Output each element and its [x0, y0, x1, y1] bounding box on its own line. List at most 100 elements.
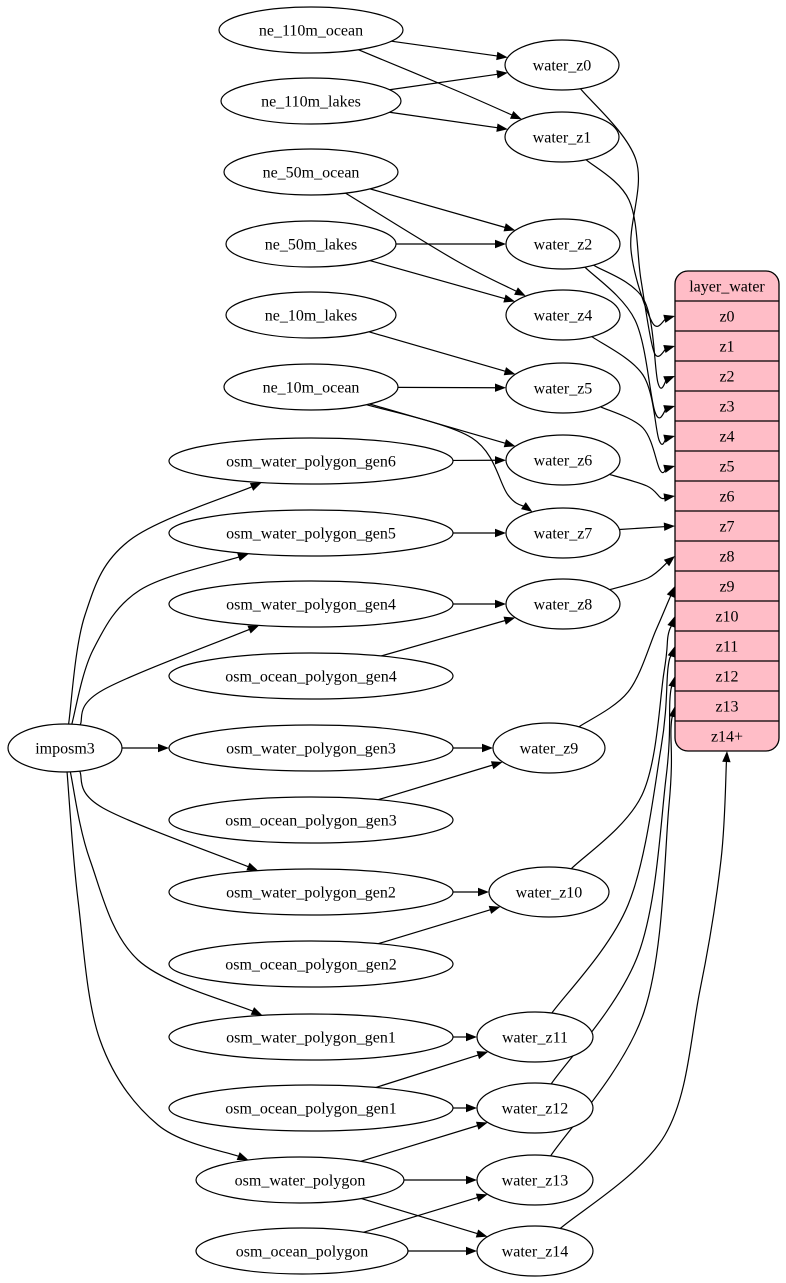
node-ellipse-water_z12 [476, 1082, 594, 1134]
node-water_z4: water_z4 [505, 289, 621, 341]
node-ellipse-ne_50m_ocean [223, 148, 399, 196]
arrowhead-icon [495, 599, 506, 609]
arrowhead-icon [503, 294, 516, 303]
arrowhead-icon [466, 1175, 477, 1185]
node-ne_50m_lakes: ne_50m_lakes [225, 220, 397, 268]
node-label-osm_ocean_polygon_gen3: osm_ocean_polygon_gen3 [225, 813, 397, 830]
node-osm_ocean_polygon_gen2: osm_ocean_polygon_gen2 [168, 940, 454, 988]
record-node-layer: layer_water z0 z1 z2 z3 z4 z5 z6 z7 z8 z9 z10 z11 z12… [674, 270, 780, 752]
node-label-water_z14: water_z14 [502, 1244, 569, 1261]
edge-osm_ocean_polygon_gen3--water_z9 [377, 761, 503, 801]
node-ne_110m_lakes: ne_110m_lakes [220, 77, 402, 125]
record-row-z2: z2 [719, 369, 734, 386]
arrowhead-icon [663, 434, 675, 443]
arrowhead-icon [666, 586, 675, 598]
edge-water_z6--row-z6 [609, 473, 675, 502]
node-label-water_z2: water_z2 [534, 237, 593, 254]
node-label-water_z5: water_z5 [534, 381, 593, 398]
node-label-water_z9: water_z9 [520, 741, 579, 758]
node-label-imposm3: imposm3 [35, 741, 95, 758]
edge-imposm3--osm_water_polygon_gen5 [71, 553, 249, 725]
node-water_z10: water_z10 [488, 866, 610, 918]
node-label-osm_water_polygon_gen5: osm_water_polygon_gen5 [226, 526, 396, 543]
arrowhead-icon [495, 528, 506, 538]
arrowhead-icon [249, 482, 262, 491]
arrowhead-icon [514, 287, 526, 297]
record-title: layer_water [689, 279, 765, 296]
edge-osm_water_polygon--water_z12 [360, 1121, 488, 1162]
node-label-ne_10m_lakes: ne_10m_lakes [265, 308, 357, 325]
node-label-osm_water_polygon: osm_water_polygon [235, 1173, 366, 1190]
node-water_z8: water_z8 [505, 578, 621, 630]
node-ellipse-osm_water_polygon_gen3 [168, 724, 454, 772]
nodes-layer: ne_110m_ocean ne_110m_lakes ne_50m_oceanne… [7, 6, 621, 1277]
edge-ne_50m_ocean--water_z4 [345, 192, 526, 297]
node-ellipse-ne_110m_ocean [218, 6, 404, 54]
record-row-z12: z12 [715, 669, 738, 686]
edge-osm_ocean_polygon_gen4--water_z8 [380, 616, 516, 657]
arrowhead-icon [509, 111, 522, 120]
edge-water_z10--row-z10 [570, 616, 676, 870]
node-ellipse-osm_water_polygon_gen5 [168, 509, 454, 557]
edge-osm_ocean_polygon_gen2--water_z10 [377, 905, 501, 945]
node-ellipse-water_z4 [505, 289, 621, 341]
arrowhead-icon [663, 493, 675, 502]
node-label-water_z13: water_z13 [502, 1173, 569, 1190]
node-label-osm_water_polygon_gen1: osm_water_polygon_gen1 [226, 1030, 396, 1047]
node-label-water_z0: water_z0 [533, 58, 592, 75]
record-row-z6: z6 [719, 489, 734, 506]
arrowhead-icon [503, 223, 516, 232]
node-label-ne_110m_ocean: ne_110m_ocean [259, 23, 363, 40]
record-row-z14+: z14+ [711, 729, 743, 746]
arrowhead-icon [490, 761, 503, 770]
edge-osm_ocean_polygon_gen1--water_z11 [375, 1051, 489, 1089]
node-osm_water_polygon: osm_water_polygon [195, 1156, 405, 1204]
record-row-z13: z13 [715, 699, 738, 716]
node-water_z7: water_z7 [505, 507, 621, 559]
node-ne_110m_ocean: ne_110m_ocean [218, 6, 404, 54]
edge-osm_water_polygon_gen3--water_z9 [453, 743, 493, 753]
node-label-osm_ocean_polygon_gen2: osm_ocean_polygon_gen2 [225, 957, 397, 974]
node-ellipse-osm_water_polygon_gen1 [168, 1013, 454, 1061]
record-row-z4: z4 [719, 429, 734, 446]
edge-osm_ocean_polygon--water_z13 [363, 1193, 488, 1233]
node-water_z14: water_z14 [476, 1225, 594, 1277]
arrowhead-icon [663, 344, 675, 354]
node-ellipse-water_z13 [476, 1154, 594, 1206]
node-osm_water_polygon_gen1: osm_water_polygon_gen1 [168, 1013, 454, 1061]
edge-osm_water_polygon_gen4--water_z8 [453, 599, 506, 609]
arrowhead-icon [521, 502, 533, 512]
node-label-ne_10m_ocean: ne_10m_ocean [263, 380, 360, 397]
node-ellipse-water_z7 [505, 507, 621, 559]
edge-imposm3--osm_water_polygon_gen2 [79, 770, 259, 871]
arrowhead-icon [476, 1051, 489, 1060]
node-label-water_z6: water_z6 [534, 453, 593, 470]
arrowhead-icon [663, 464, 675, 473]
node-ellipse-water_z11 [476, 1011, 594, 1063]
edge-water_z5--row-z5 [600, 406, 675, 474]
node-water_z6: water_z6 [505, 434, 621, 486]
node-ellipse-ne_10m_ocean [223, 363, 399, 411]
node-label-ne_50m_lakes: ne_50m_lakes [265, 237, 357, 254]
edge-osm_water_polygon_gen5--water_z7 [453, 528, 506, 538]
arrowhead-icon [482, 743, 493, 753]
edge-osm_ocean_polygon--water_z14 [408, 1246, 477, 1256]
node-osm_water_polygon_gen2: osm_water_polygon_gen2 [168, 868, 454, 916]
node-ellipse-osm_ocean_polygon_gen3 [168, 796, 454, 844]
node-water_z13: water_z13 [476, 1154, 594, 1206]
edge-water_z11--row-z11 [551, 646, 676, 1014]
arrowhead-icon [667, 646, 676, 658]
node-ellipse-water_z1 [504, 111, 620, 163]
node-ellipse-osm_water_polygon_gen4 [168, 580, 454, 628]
edge-water_z2--row-z2 [593, 264, 675, 389]
node-ne_10m_lakes: ne_10m_lakes [225, 291, 397, 339]
record-row-z3: z3 [719, 399, 734, 416]
arrowhead-icon [475, 1193, 488, 1202]
edge-imposm3--osm_water_polygon_gen6 [68, 482, 262, 725]
node-label-ne_110m_lakes: ne_110m_lakes [261, 94, 361, 111]
node-osm_ocean_polygon_gen3: osm_ocean_polygon_gen3 [168, 796, 454, 844]
edge-osm_water_polygon--water_z14 [361, 1197, 488, 1238]
arrowhead-icon [503, 616, 516, 625]
node-ne_10m_ocean: ne_10m_ocean [223, 363, 399, 411]
